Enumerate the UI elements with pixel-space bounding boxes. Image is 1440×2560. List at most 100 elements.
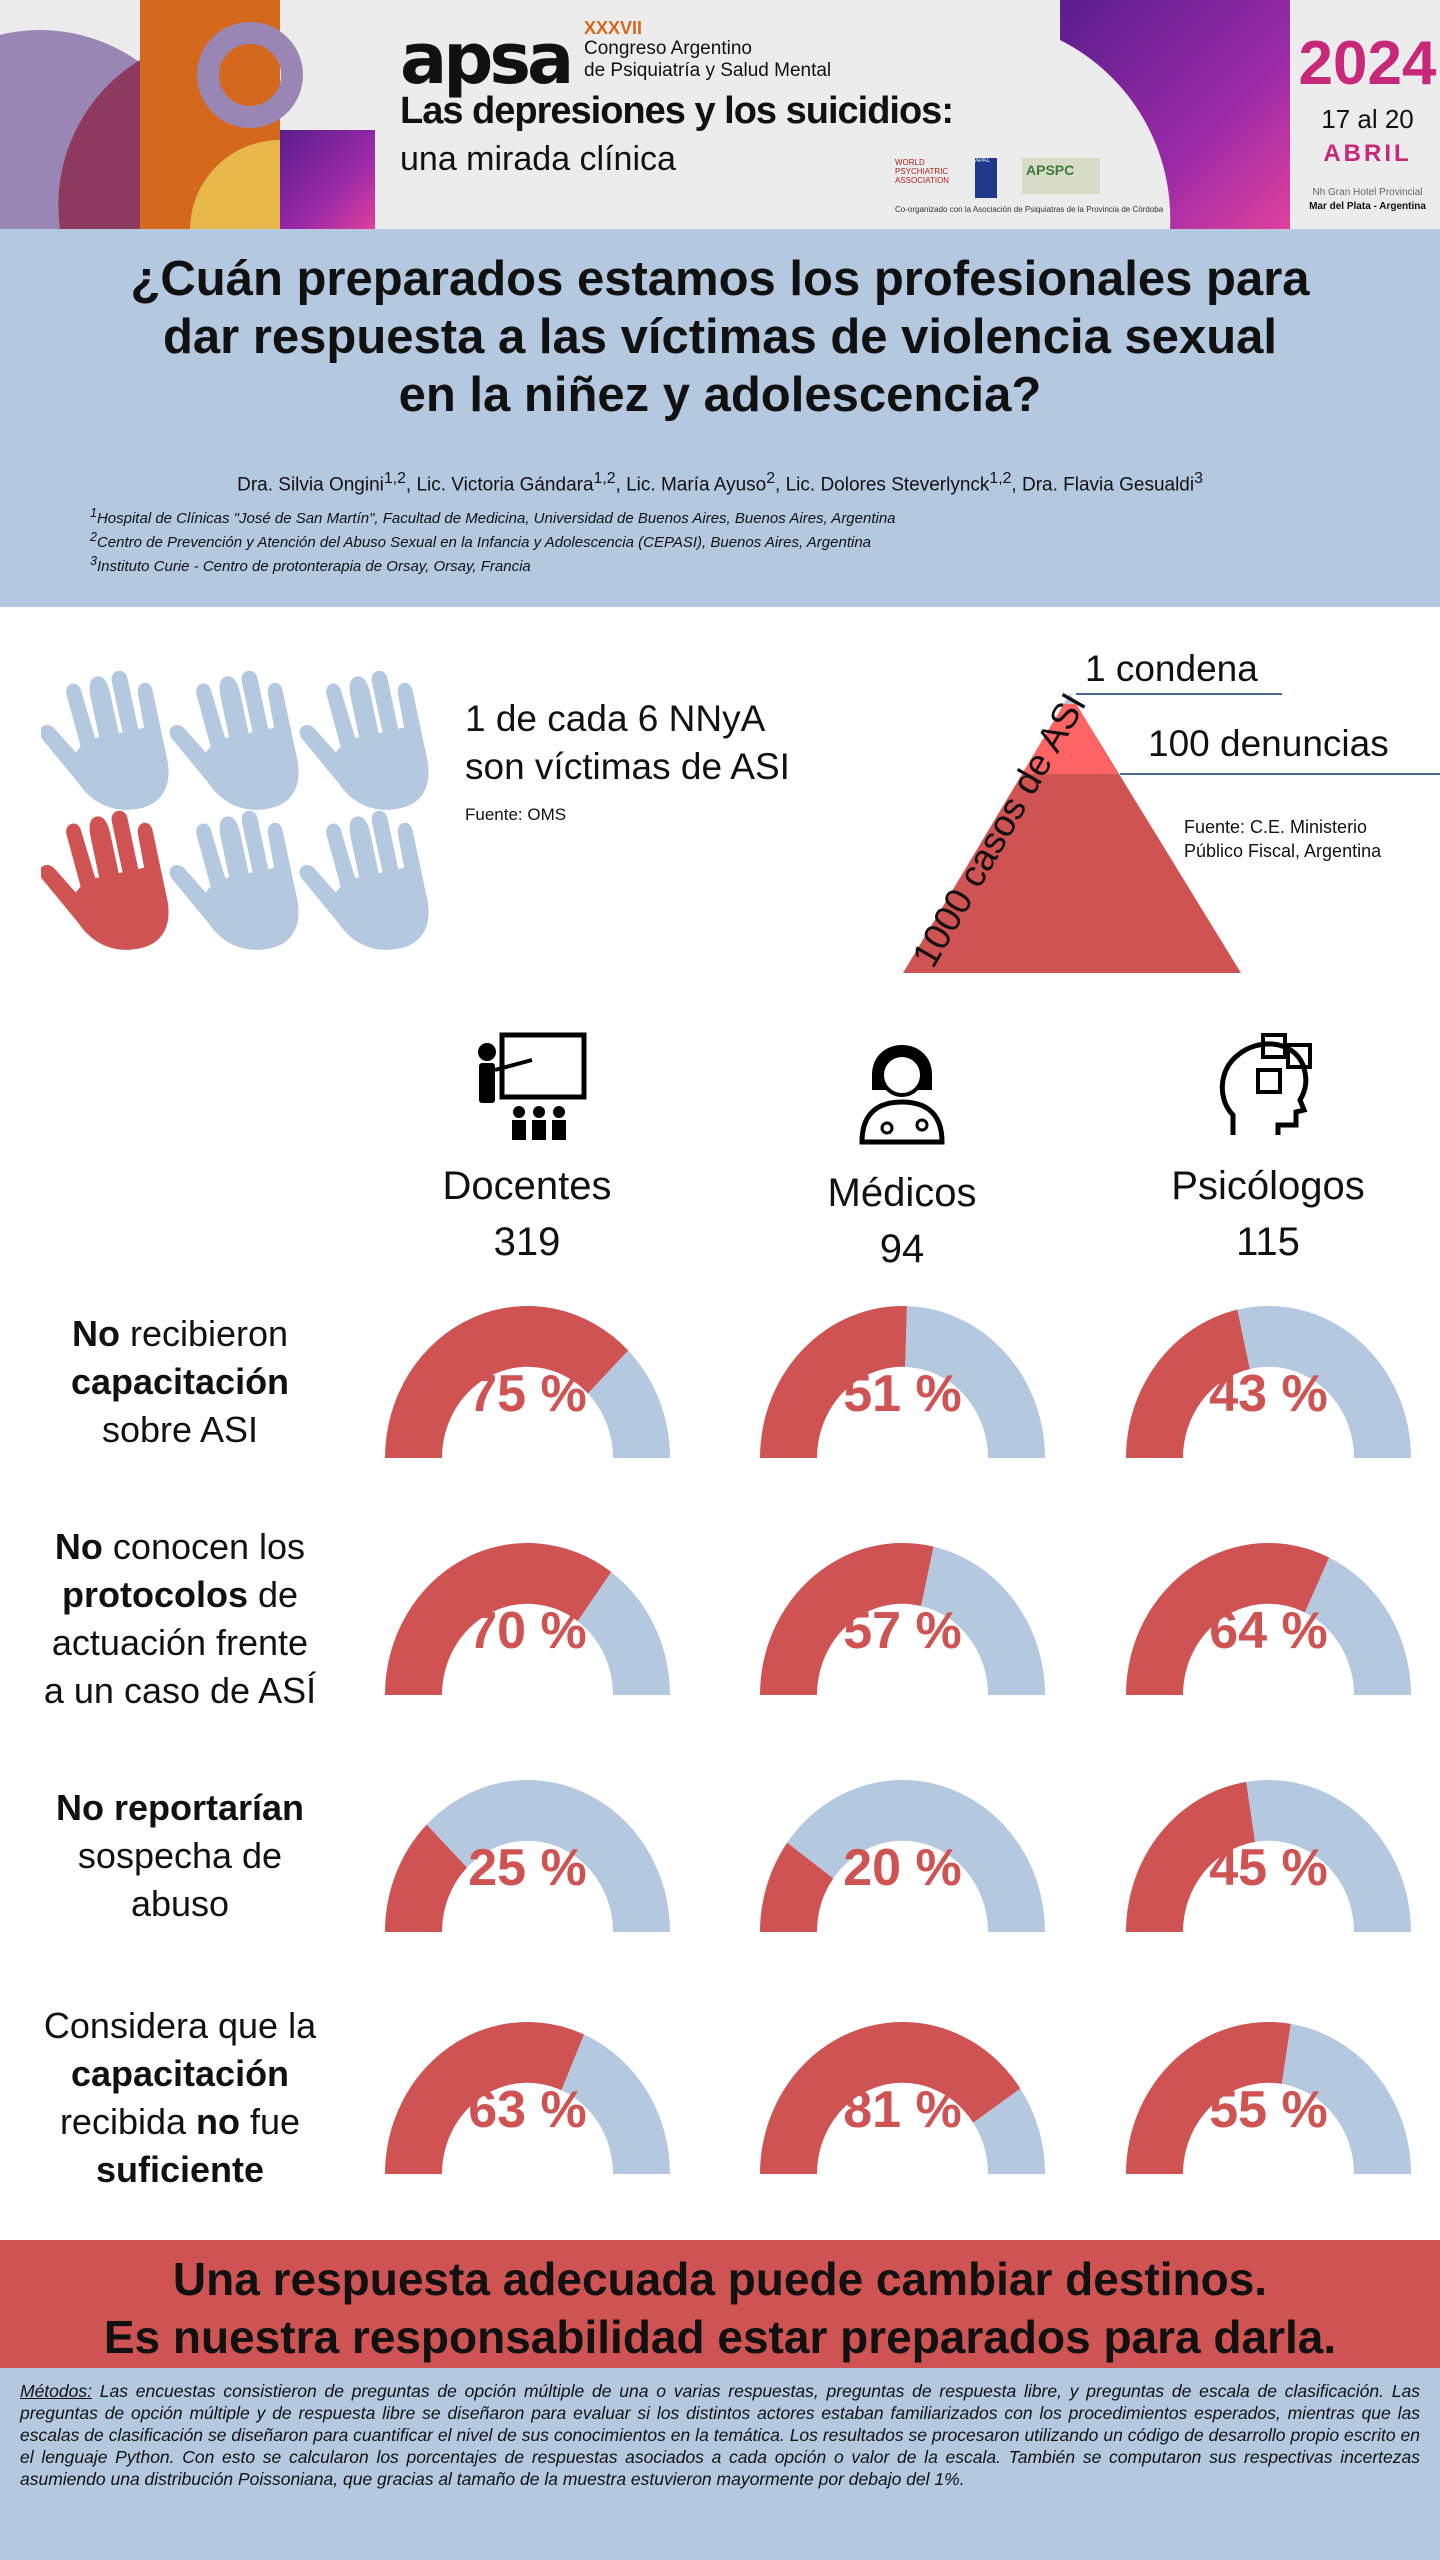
gauge-remainder xyxy=(577,1572,670,1695)
gauge-fill xyxy=(1126,1781,1256,1932)
gauge-remainder xyxy=(587,1350,670,1458)
gauge-remainder xyxy=(921,1546,1045,1695)
wpa-logo: WORLD PSYCHIATRIC ASSOCIATION xyxy=(895,158,950,185)
group-docentes: Docentes 319 xyxy=(377,1158,677,1270)
year: 2024 xyxy=(1298,29,1437,98)
venue: Nh Gran Hotel Provincial Mar del Plata - … xyxy=(1309,187,1426,212)
apspc-logo: APSPC xyxy=(1022,158,1100,194)
affiliation-2: 2Centro de Prevención y Atención del Abu… xyxy=(90,530,871,551)
author: Dra. Flavia Gesualdi xyxy=(1021,474,1195,496)
row-label: No conocen los protocolos de actuación fre… xyxy=(20,1523,340,1715)
hand-icon xyxy=(299,810,429,950)
gauge-médicos: 51 % xyxy=(760,1306,1045,1458)
prevalence-stat: 1 de cada 6 NNyA son víctimas de ASI Fuent… xyxy=(465,698,790,824)
label-emphasis: no xyxy=(196,2101,240,2142)
gauge-percent: 81 % xyxy=(843,2081,962,2139)
label-text: abuso xyxy=(130,1883,230,1924)
brain-puzzle-icon xyxy=(1219,1033,1312,1135)
affiliation-1: 1Hospital de Clínicas "José de San Martí… xyxy=(90,506,896,527)
gauge-fill xyxy=(760,1842,834,1932)
month: ABRIL xyxy=(1323,140,1412,167)
gauge-remainder xyxy=(1281,2023,1411,2174)
gauge-remainder xyxy=(561,2034,670,2174)
label-text: sospecha de xyxy=(77,1835,283,1876)
hand-icon xyxy=(169,670,299,810)
row-label: Considera que la capacitación recibida no … xyxy=(20,2002,340,2194)
author-affiliation-sup: 1,2 xyxy=(989,470,1012,487)
pyramid-source: Fuente: C.E. Ministerio Público Fiscal, A… xyxy=(1184,817,1382,861)
author-affiliation-sup: 3 xyxy=(1194,470,1203,487)
gauge-percent: 45 % xyxy=(1209,1839,1328,1897)
gauge-remainder xyxy=(1246,1780,1411,1932)
group-psicólogos: Psicólogos 115 xyxy=(1118,1158,1418,1270)
author: Lic. María Ayuso xyxy=(626,474,767,496)
congress-banner: apsa XXXVII Congreso Argentino de Psiquia… xyxy=(0,0,1440,229)
gauge-fill xyxy=(1126,1309,1250,1458)
label-emphasis: No reportarían xyxy=(55,1787,305,1828)
pyramid-label-top: 1 condena xyxy=(1085,648,1258,689)
gauge-médicos: 81 % xyxy=(760,2022,1045,2174)
apal-logo: APAL xyxy=(975,158,997,198)
group-name: Médicos xyxy=(827,1171,977,1215)
doctor-icon xyxy=(859,1045,945,1145)
gauge-percent: 57 % xyxy=(843,1602,962,1660)
author: Lic. Victoria Gándara xyxy=(416,474,594,496)
pyramid-base-cases xyxy=(903,694,1241,973)
hands-illustration xyxy=(41,670,429,950)
conclusion-banner xyxy=(0,2240,1440,2368)
gauge-remainder xyxy=(787,1780,1045,1932)
gauge-fill xyxy=(760,1306,907,1458)
gauge-fill xyxy=(760,2022,1021,2174)
pyramid-label-middle: 100 denuncias xyxy=(1148,723,1389,764)
group-count: 94 xyxy=(879,1227,925,1271)
gauge-percent: 75 % xyxy=(468,1365,587,1423)
gauge-psicólogos: 43 % xyxy=(1126,1306,1411,1458)
gauge-percent: 70 % xyxy=(468,1602,587,1660)
title-section xyxy=(0,229,1440,607)
gauge-percent: 51 % xyxy=(843,1365,962,1423)
group-count: 115 xyxy=(1236,1220,1300,1264)
author-affiliation-sup: 1,2 xyxy=(593,470,616,487)
methods-section xyxy=(0,2368,1440,2560)
label-text: actuación frente xyxy=(51,1622,309,1663)
hand-icon xyxy=(169,810,299,950)
label-text: recibieron xyxy=(119,1313,289,1354)
gauge-psicólogos: 45 % xyxy=(1126,1780,1411,1932)
pyramid-chart xyxy=(903,693,1440,973)
row-label: No recibieron capacitación sobre ASI xyxy=(20,1310,340,1454)
label-text: conocen los xyxy=(102,1526,306,1567)
gauge-percent: 25 % xyxy=(468,1839,587,1897)
gauge-psicólogos: 55 % xyxy=(1126,2022,1411,2174)
label-text: a un caso de ASÍ xyxy=(43,1670,317,1711)
hand-icon xyxy=(299,670,429,810)
edition: XXXVII xyxy=(584,18,643,38)
gauge-remainder xyxy=(905,1306,1045,1458)
label-emphasis: capacitación xyxy=(70,2053,290,2094)
label-text: Considera que la xyxy=(43,2005,317,2046)
congress-name: Congreso Argentino de Psiquiatría y Salud… xyxy=(584,38,832,81)
gauge-percent: 55 % xyxy=(1209,2081,1328,2139)
gauge-docentes: 70 % xyxy=(385,1543,670,1695)
hand-icon-highlighted xyxy=(41,810,169,950)
gauge-fill xyxy=(1126,1543,1330,1695)
pyramid-mid-reports xyxy=(1022,694,1118,774)
pyramid-top-convictions xyxy=(1064,694,1076,704)
authors: Dra. Silvia Ongini1,2, Lic. Victoria Gán… xyxy=(237,470,1203,496)
gauge-fill xyxy=(1126,2022,1291,2174)
author: Dra. Silvia Ongini xyxy=(237,474,384,496)
gauge-percent: 64 % xyxy=(1209,1602,1328,1660)
author-affiliation-sup: 1,2 xyxy=(383,470,406,487)
gauge-médicos: 20 % xyxy=(760,1780,1045,1932)
label-text: de xyxy=(247,1574,299,1615)
gauge-docentes: 25 % xyxy=(385,1780,670,1932)
group-name: Psicólogos xyxy=(1171,1164,1365,1208)
gauge-percent: 20 % xyxy=(843,1839,962,1897)
gauge-remainder xyxy=(1237,1306,1411,1458)
conclusion-text: Una respuesta adecuada puede cambiar des… xyxy=(103,2253,1337,2363)
coorganizer-note: Co-organizado con la Asociación de Psiqu… xyxy=(895,205,1164,214)
gauge-médicos: 57 % xyxy=(760,1543,1045,1695)
gauge-remainder xyxy=(973,2088,1045,2174)
gauge-fill xyxy=(760,1543,934,1695)
label-emphasis: protocolos xyxy=(61,1574,248,1615)
label-emphasis: No xyxy=(54,1526,103,1567)
